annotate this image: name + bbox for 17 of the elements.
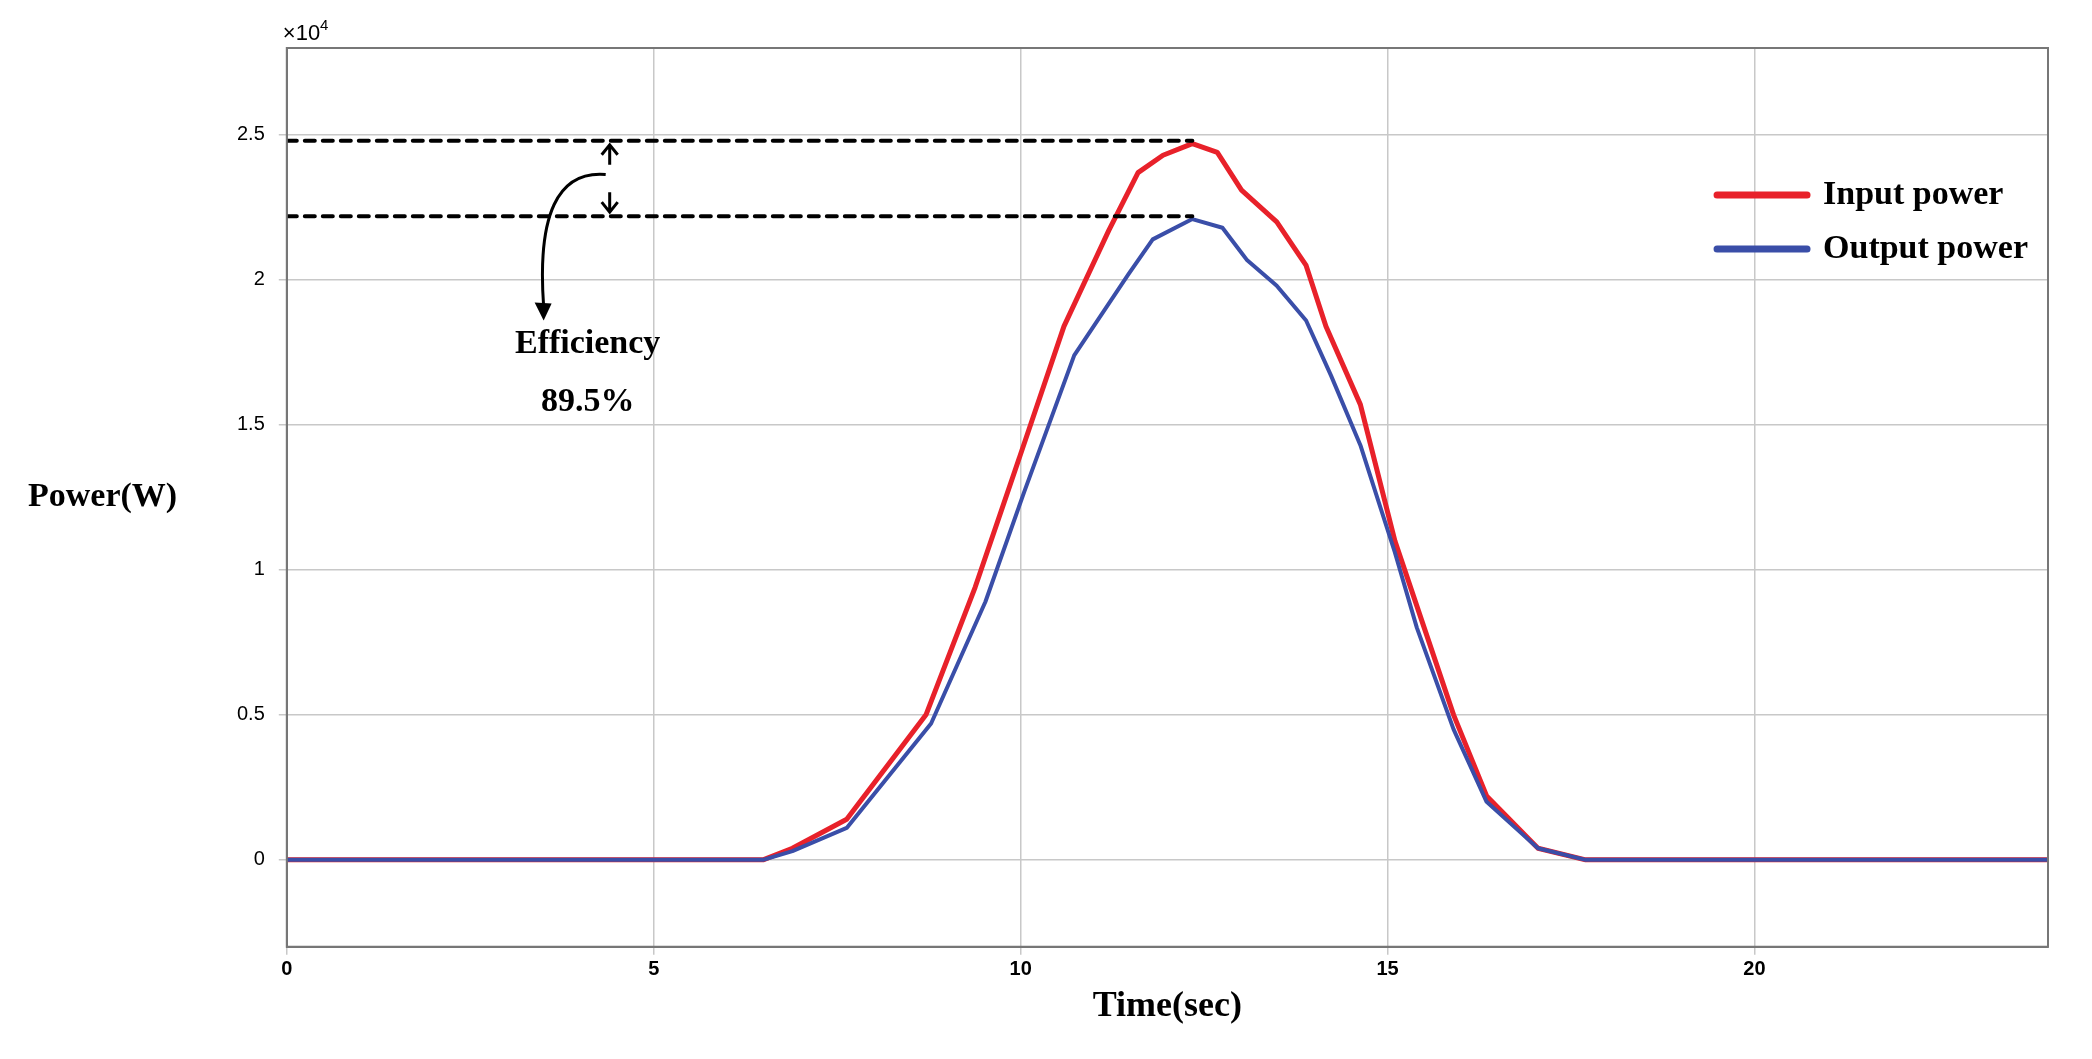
annotation: 89.5% <box>540 380 635 418</box>
y-axis-title: Power(W) <box>28 476 178 515</box>
legend-label: Input power <box>1823 173 2004 211</box>
y-tick-label: 2.5 <box>236 122 265 145</box>
y-tick-label: 0 <box>253 847 265 870</box>
y-tick-label: 1 <box>253 557 265 580</box>
x-tick-label: 20 <box>1743 957 1766 980</box>
legend-label: Output power <box>1823 227 2029 265</box>
x-tick-label: 5 <box>648 957 660 980</box>
x-tick-label: 15 <box>1376 957 1399 980</box>
y-tick-label: 1.5 <box>236 412 265 435</box>
y-tick-label: 0.5 <box>236 702 265 725</box>
annotation: Efficiency <box>514 322 661 360</box>
x-axis-title: Time(sec) <box>1092 983 1243 1024</box>
x-tick-label: 10 <box>1009 957 1032 980</box>
x-tick-label: 0 <box>281 957 293 980</box>
y-tick-label: 2 <box>253 267 265 290</box>
